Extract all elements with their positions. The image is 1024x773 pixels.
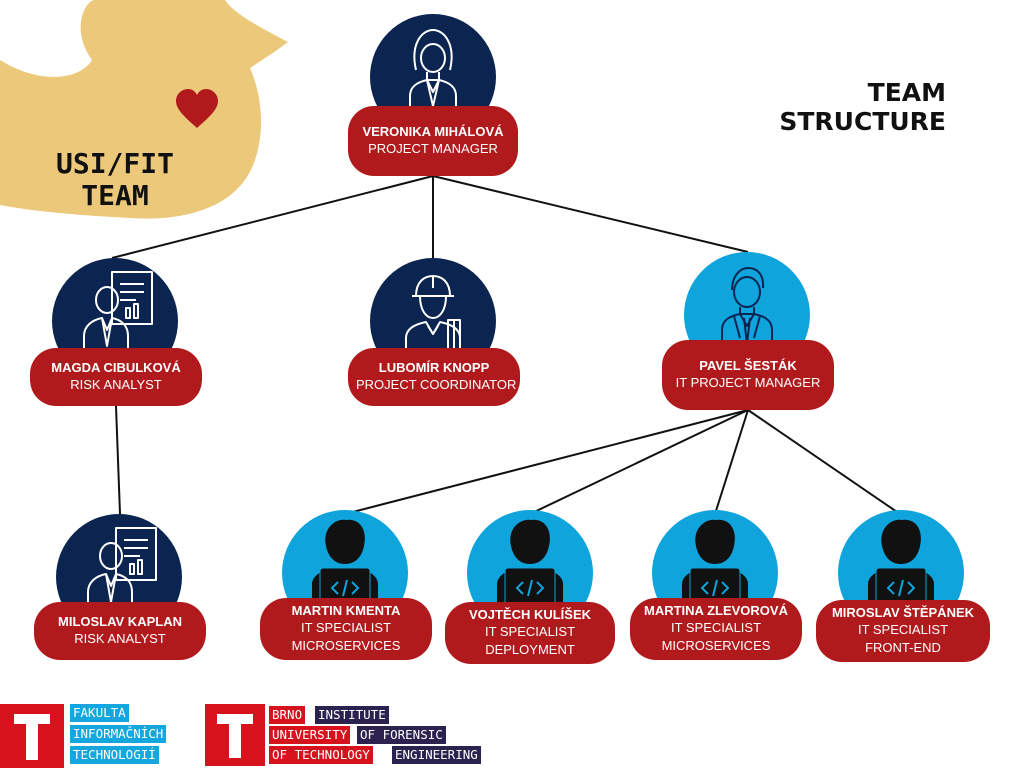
person-role: IT SPECIALIST [857,622,949,637]
fit-logo-line: FAKULTA [70,704,129,722]
person-card: MILOSLAV KAPLAN RISK ANALYST [34,602,206,660]
person-role: RISK ANALYST [74,631,166,646]
person-role: IT SPECIALIST [484,624,576,639]
page-title-line2: STRUCTURE [779,107,946,136]
vut-logo-line: INSTITUTE [315,706,389,724]
person-card: VERONIKA MIHÁLOVÁ PROJECT MANAGER [348,106,518,176]
person-role: RISK ANALYST [70,377,162,392]
connector-line [432,175,749,253]
team-label: USI/FIT TEAM [40,148,190,212]
developer-laptop-icon [312,519,378,620]
person-role: IT PROJECT MANAGER [675,375,821,390]
connector-line [529,409,749,515]
duck-shape [0,0,288,219]
person-role-detail: MICROSERVICES [661,638,771,653]
analyst-report-icon [83,271,153,354]
connector-line [714,409,749,515]
person-name: VOJTĚCH KULÍŠEK [468,607,592,622]
person-role: IT SPECIALIST [670,620,762,635]
person-card: LUBOMÍR KNOPP PROJECT COORDINATOR [348,348,520,406]
analyst-report-icon [87,527,157,610]
person-name: VERONIKA MIHÁLOVÁ [362,124,504,139]
person-name: MAGDA CIBULKOVÁ [51,360,181,375]
person-role: IT SPECIALIST [300,620,392,635]
duck-illustration [0,0,288,219]
person-card: MARTIN KMENTA IT SPECIALIST MICROSERVICE… [260,598,432,660]
person-role: PROJECT MANAGER [368,141,498,156]
page-title-line1: TEAM [867,78,946,107]
person-role-detail: FRONT-END [865,640,941,655]
person-card: MAGDA CIBULKOVÁ RISK ANALYST [30,348,202,406]
person-role: PROJECT COORDINATOR [356,377,517,392]
person-role-detail: DEPLOYMENT [485,642,575,657]
team-label-line2: TEAM [81,179,149,212]
businessman-icon [721,267,773,350]
person-name: PAVEL ŠESTÁK [699,358,797,373]
vut-logo-line: OF FORENSIC [357,726,446,744]
person-card: MIROSLAV ŠTĚPÁNEK IT SPECIALIST FRONT-EN… [816,600,990,662]
person-name: LUBOMÍR KNOPP [378,360,490,375]
person-card: PAVEL ŠESTÁK IT PROJECT MANAGER [662,340,834,410]
connector-line [344,409,749,515]
vut-logo-line: UNIVERSITY [269,726,351,744]
person-name: MIROSLAV ŠTĚPÁNEK [831,605,975,620]
heart-icon [176,89,218,128]
page-title: TEAM STRUCTURE [779,78,946,136]
person-name: MILOSLAV KAPLAN [58,614,182,629]
fit-logo-line: INFORMAČNÍCH [70,725,167,743]
vut-logo-mark [205,704,265,766]
vut-logo-line: OF TECHNOLOGY [269,746,373,764]
person-name: MARTIN KMENTA [291,603,401,618]
person-card: MARTINA ZLEVOROVÁ IT SPECIALIST MICROSER… [630,598,802,660]
connector-line [111,175,434,259]
connector-line [115,405,121,515]
vut-logo-line: BRNO [269,706,306,724]
person-role-detail: MICROSERVICES [291,638,401,653]
fit-logo-line: TECHNOLOGIÍ [70,746,159,764]
team-label-line1: USI/FIT [55,147,174,180]
fit-logo-mark [0,704,64,768]
vut-logo-line: ENGINEERING [392,746,481,764]
connector-line [747,409,901,515]
person-name: MARTINA ZLEVOROVÁ [644,603,788,618]
person-card: VOJTĚCH KULÍŠEK IT SPECIALIST DEPLOYMENT [445,602,615,664]
